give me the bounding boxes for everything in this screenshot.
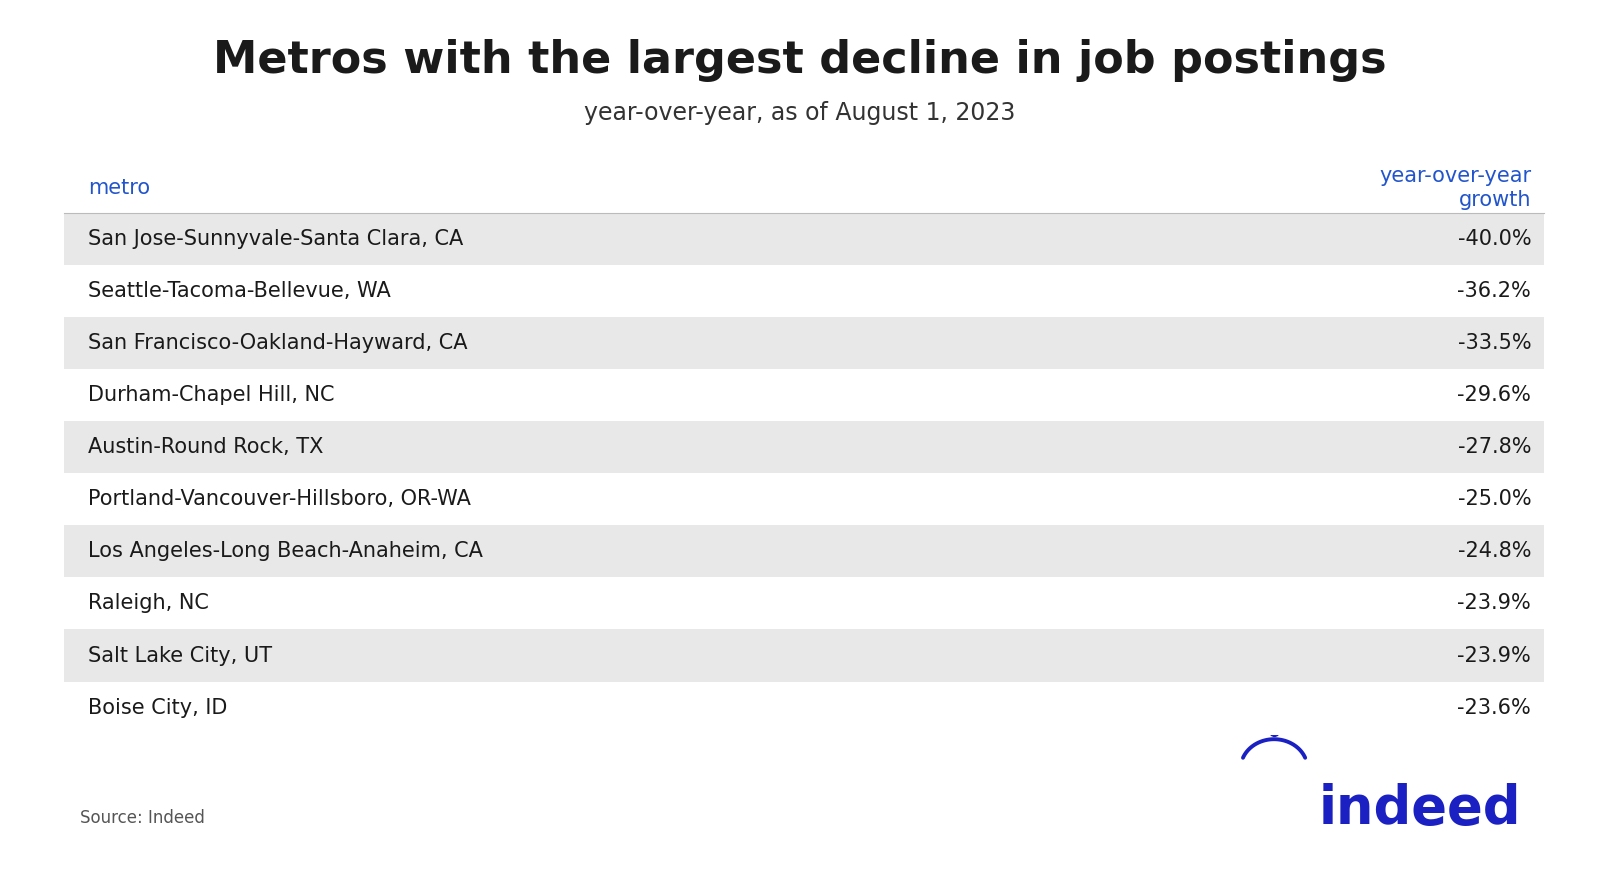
- Text: -29.6%: -29.6%: [1458, 385, 1531, 405]
- Text: Salt Lake City, UT: Salt Lake City, UT: [88, 646, 272, 666]
- Text: Seattle-Tacoma-Bellevue, WA: Seattle-Tacoma-Bellevue, WA: [88, 281, 390, 301]
- Text: San Jose-Sunnyvale-Santa Clara, CA: San Jose-Sunnyvale-Santa Clara, CA: [88, 228, 464, 248]
- Text: Metros with the largest decline in job postings: Metros with the largest decline in job p…: [213, 39, 1387, 82]
- Text: Portland-Vancouver-Hillsboro, OR-WA: Portland-Vancouver-Hillsboro, OR-WA: [88, 489, 470, 509]
- Text: -23.9%: -23.9%: [1458, 646, 1531, 666]
- Text: Durham-Chapel Hill, NC: Durham-Chapel Hill, NC: [88, 385, 334, 405]
- Text: -23.6%: -23.6%: [1458, 697, 1531, 717]
- Text: indeed: indeed: [1318, 782, 1522, 835]
- Text: Raleigh, NC: Raleigh, NC: [88, 593, 210, 613]
- Text: -25.0%: -25.0%: [1458, 489, 1531, 509]
- Text: Boise City, ID: Boise City, ID: [88, 697, 227, 717]
- Text: -23.9%: -23.9%: [1458, 593, 1531, 613]
- Text: -36.2%: -36.2%: [1458, 281, 1531, 301]
- Text: -40.0%: -40.0%: [1458, 228, 1531, 248]
- Text: -27.8%: -27.8%: [1458, 438, 1531, 457]
- Text: -33.5%: -33.5%: [1458, 332, 1531, 353]
- Text: -24.8%: -24.8%: [1458, 542, 1531, 561]
- Text: year-over-year
growth: year-over-year growth: [1379, 165, 1531, 210]
- Text: year-over-year, as of August 1, 2023: year-over-year, as of August 1, 2023: [584, 101, 1016, 124]
- Text: Austin-Round Rock, TX: Austin-Round Rock, TX: [88, 438, 323, 457]
- Text: metro: metro: [88, 178, 150, 198]
- Text: Source: Indeed: Source: Indeed: [80, 809, 205, 827]
- Text: San Francisco-Oakland-Hayward, CA: San Francisco-Oakland-Hayward, CA: [88, 332, 467, 353]
- Text: Los Angeles-Long Beach-Anaheim, CA: Los Angeles-Long Beach-Anaheim, CA: [88, 542, 483, 561]
